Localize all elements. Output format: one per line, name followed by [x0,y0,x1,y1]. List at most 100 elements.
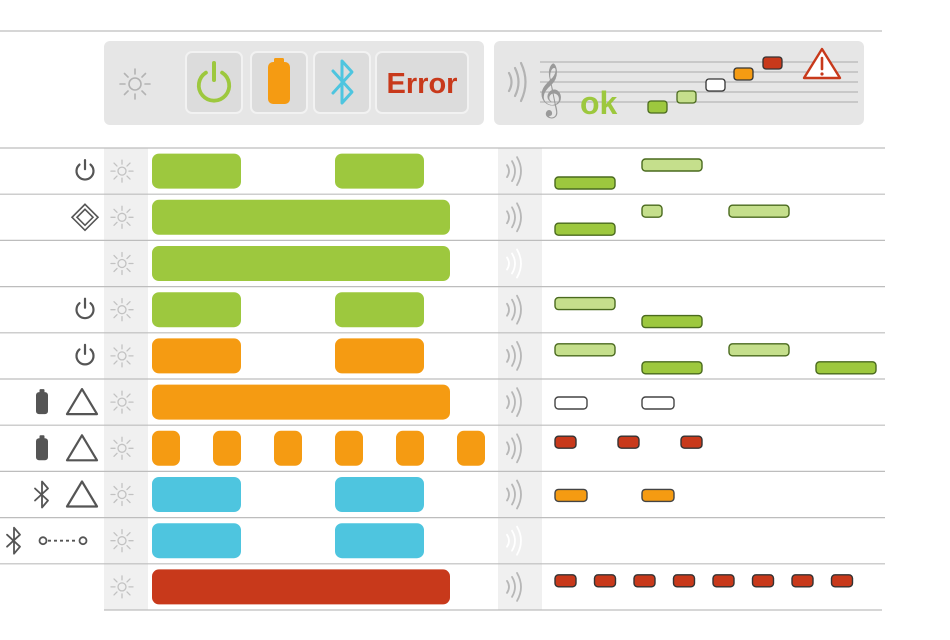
treble-clef-icon: 𝄞 [536,62,563,118]
melody-note [672,574,696,588]
melody-note [633,574,656,588]
speaker-waves-icon [506,248,522,279]
light-bar-blink [152,338,241,374]
melody-note [815,361,877,375]
speaker-waves-icon [506,156,522,186]
light-bar-on [152,569,450,605]
sun-icon [110,298,134,322]
power-icon [196,61,232,103]
melody-note [593,574,617,588]
speaker-waves-icon [506,525,522,556]
legend-light-panel: Error [104,41,484,125]
scale-note [762,56,783,70]
light-bar-blink [152,153,241,189]
melody-note [641,396,675,410]
warning-triangle-icon [802,47,842,80]
light-bar-blink-fast [335,430,363,466]
speaker-waves-icon [506,479,522,510]
melody-note [554,396,588,410]
melody-note [728,204,790,218]
melody-note [554,574,577,588]
melody-note [830,574,854,588]
legend-sound-panel: 𝄞 ok [494,41,864,125]
sun-icon [110,390,134,414]
melody-note [641,204,663,218]
melody-note [680,435,703,449]
light-bar-blink [152,292,241,328]
melody-note [554,488,588,503]
light-bar-blink-fast [274,430,302,466]
legend-power-tile [185,51,243,114]
sun-icon [110,344,134,368]
bluetooth-icon [6,526,21,555]
light-bar-blink [335,338,424,374]
speaker-waves-icon [506,387,522,417]
scale-note [647,100,668,114]
warning-outline-icon [65,388,99,416]
scale-notes [647,56,783,114]
signal-table [0,147,885,611]
pairing-dots-icon [38,536,88,546]
legend-error-tile: Error [375,51,469,114]
warning-outline-icon [65,434,99,462]
speaker-waves-icon [506,294,522,325]
melody-note [554,343,616,357]
light-bar-blink-fast [396,430,424,466]
sun-icon [110,482,134,507]
battery-icon [268,58,290,104]
error-label: Error [387,68,458,100]
warning-outline-icon [65,480,99,508]
melody-note [641,158,703,172]
sun-icon [119,68,151,100]
speaker-waves-icon [506,341,522,371]
light-bar-blink [335,477,424,512]
light-bar-on [152,199,450,235]
legend-battery-tile [250,51,308,114]
light-bar-blink-fast [457,430,485,466]
light-bar-blink [335,292,424,328]
melody-note [554,222,616,236]
light-bar-blink [152,523,241,559]
melody-note [791,574,814,588]
melody-note [554,296,616,311]
scale-note [733,67,754,81]
speaker-waves-icon [507,61,527,103]
speaker-waves-icon [506,572,522,602]
ok-label: ok [580,85,618,121]
sun-icon [110,251,134,276]
speaker-waves-icon [506,202,522,233]
bluetooth-icon [34,480,49,509]
diamond-icon [70,203,100,232]
staff-lines [540,61,858,103]
sun-icon [110,575,134,599]
light-bar-blink [152,477,241,512]
melody-note [641,314,703,329]
light-bar-on [152,384,450,420]
power-icon [75,159,95,181]
battery-icon [36,389,48,415]
melody-note [617,435,640,449]
power-icon [75,297,95,320]
sun-icon [110,436,134,460]
sun-icon [110,529,134,553]
scale-note [705,78,726,92]
sun-icon [110,205,134,229]
melody-note [641,488,675,503]
speaker-waves-icon [506,433,522,464]
light-bar-blink [335,523,424,559]
melody-note [751,574,775,588]
light-bar-blink [335,153,424,189]
scale-note [676,90,697,104]
light-bar-on [152,246,450,281]
melody-note [641,361,703,375]
melody-note [712,574,735,588]
battery-icon [36,435,48,461]
melody-note [728,343,790,357]
melody-note [554,176,616,190]
legend-bluetooth-tile [313,51,371,114]
light-bar-blink-fast [213,430,241,466]
light-bar-blink-fast [152,430,180,466]
bluetooth-icon [331,59,354,105]
power-icon [75,343,95,366]
